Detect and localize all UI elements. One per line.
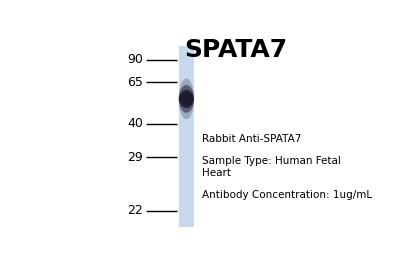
Text: 40: 40 [127, 117, 143, 130]
Ellipse shape [180, 92, 193, 105]
Text: 22: 22 [127, 205, 143, 217]
Text: Rabbit Anti-SPATA7: Rabbit Anti-SPATA7 [202, 134, 301, 144]
Text: Heart: Heart [202, 168, 231, 178]
Bar [179, 46, 194, 227]
Ellipse shape [179, 90, 194, 108]
Ellipse shape [179, 78, 194, 119]
Text: 65: 65 [127, 76, 143, 89]
Text: SPATA7: SPATA7 [184, 38, 288, 62]
Text: 90: 90 [127, 53, 143, 66]
Ellipse shape [179, 85, 194, 113]
Text: Antibody Concentration: 1ug/mL: Antibody Concentration: 1ug/mL [202, 190, 372, 201]
Text: Sample Type: Human Fetal: Sample Type: Human Fetal [202, 156, 341, 166]
Text: 29: 29 [127, 151, 143, 164]
